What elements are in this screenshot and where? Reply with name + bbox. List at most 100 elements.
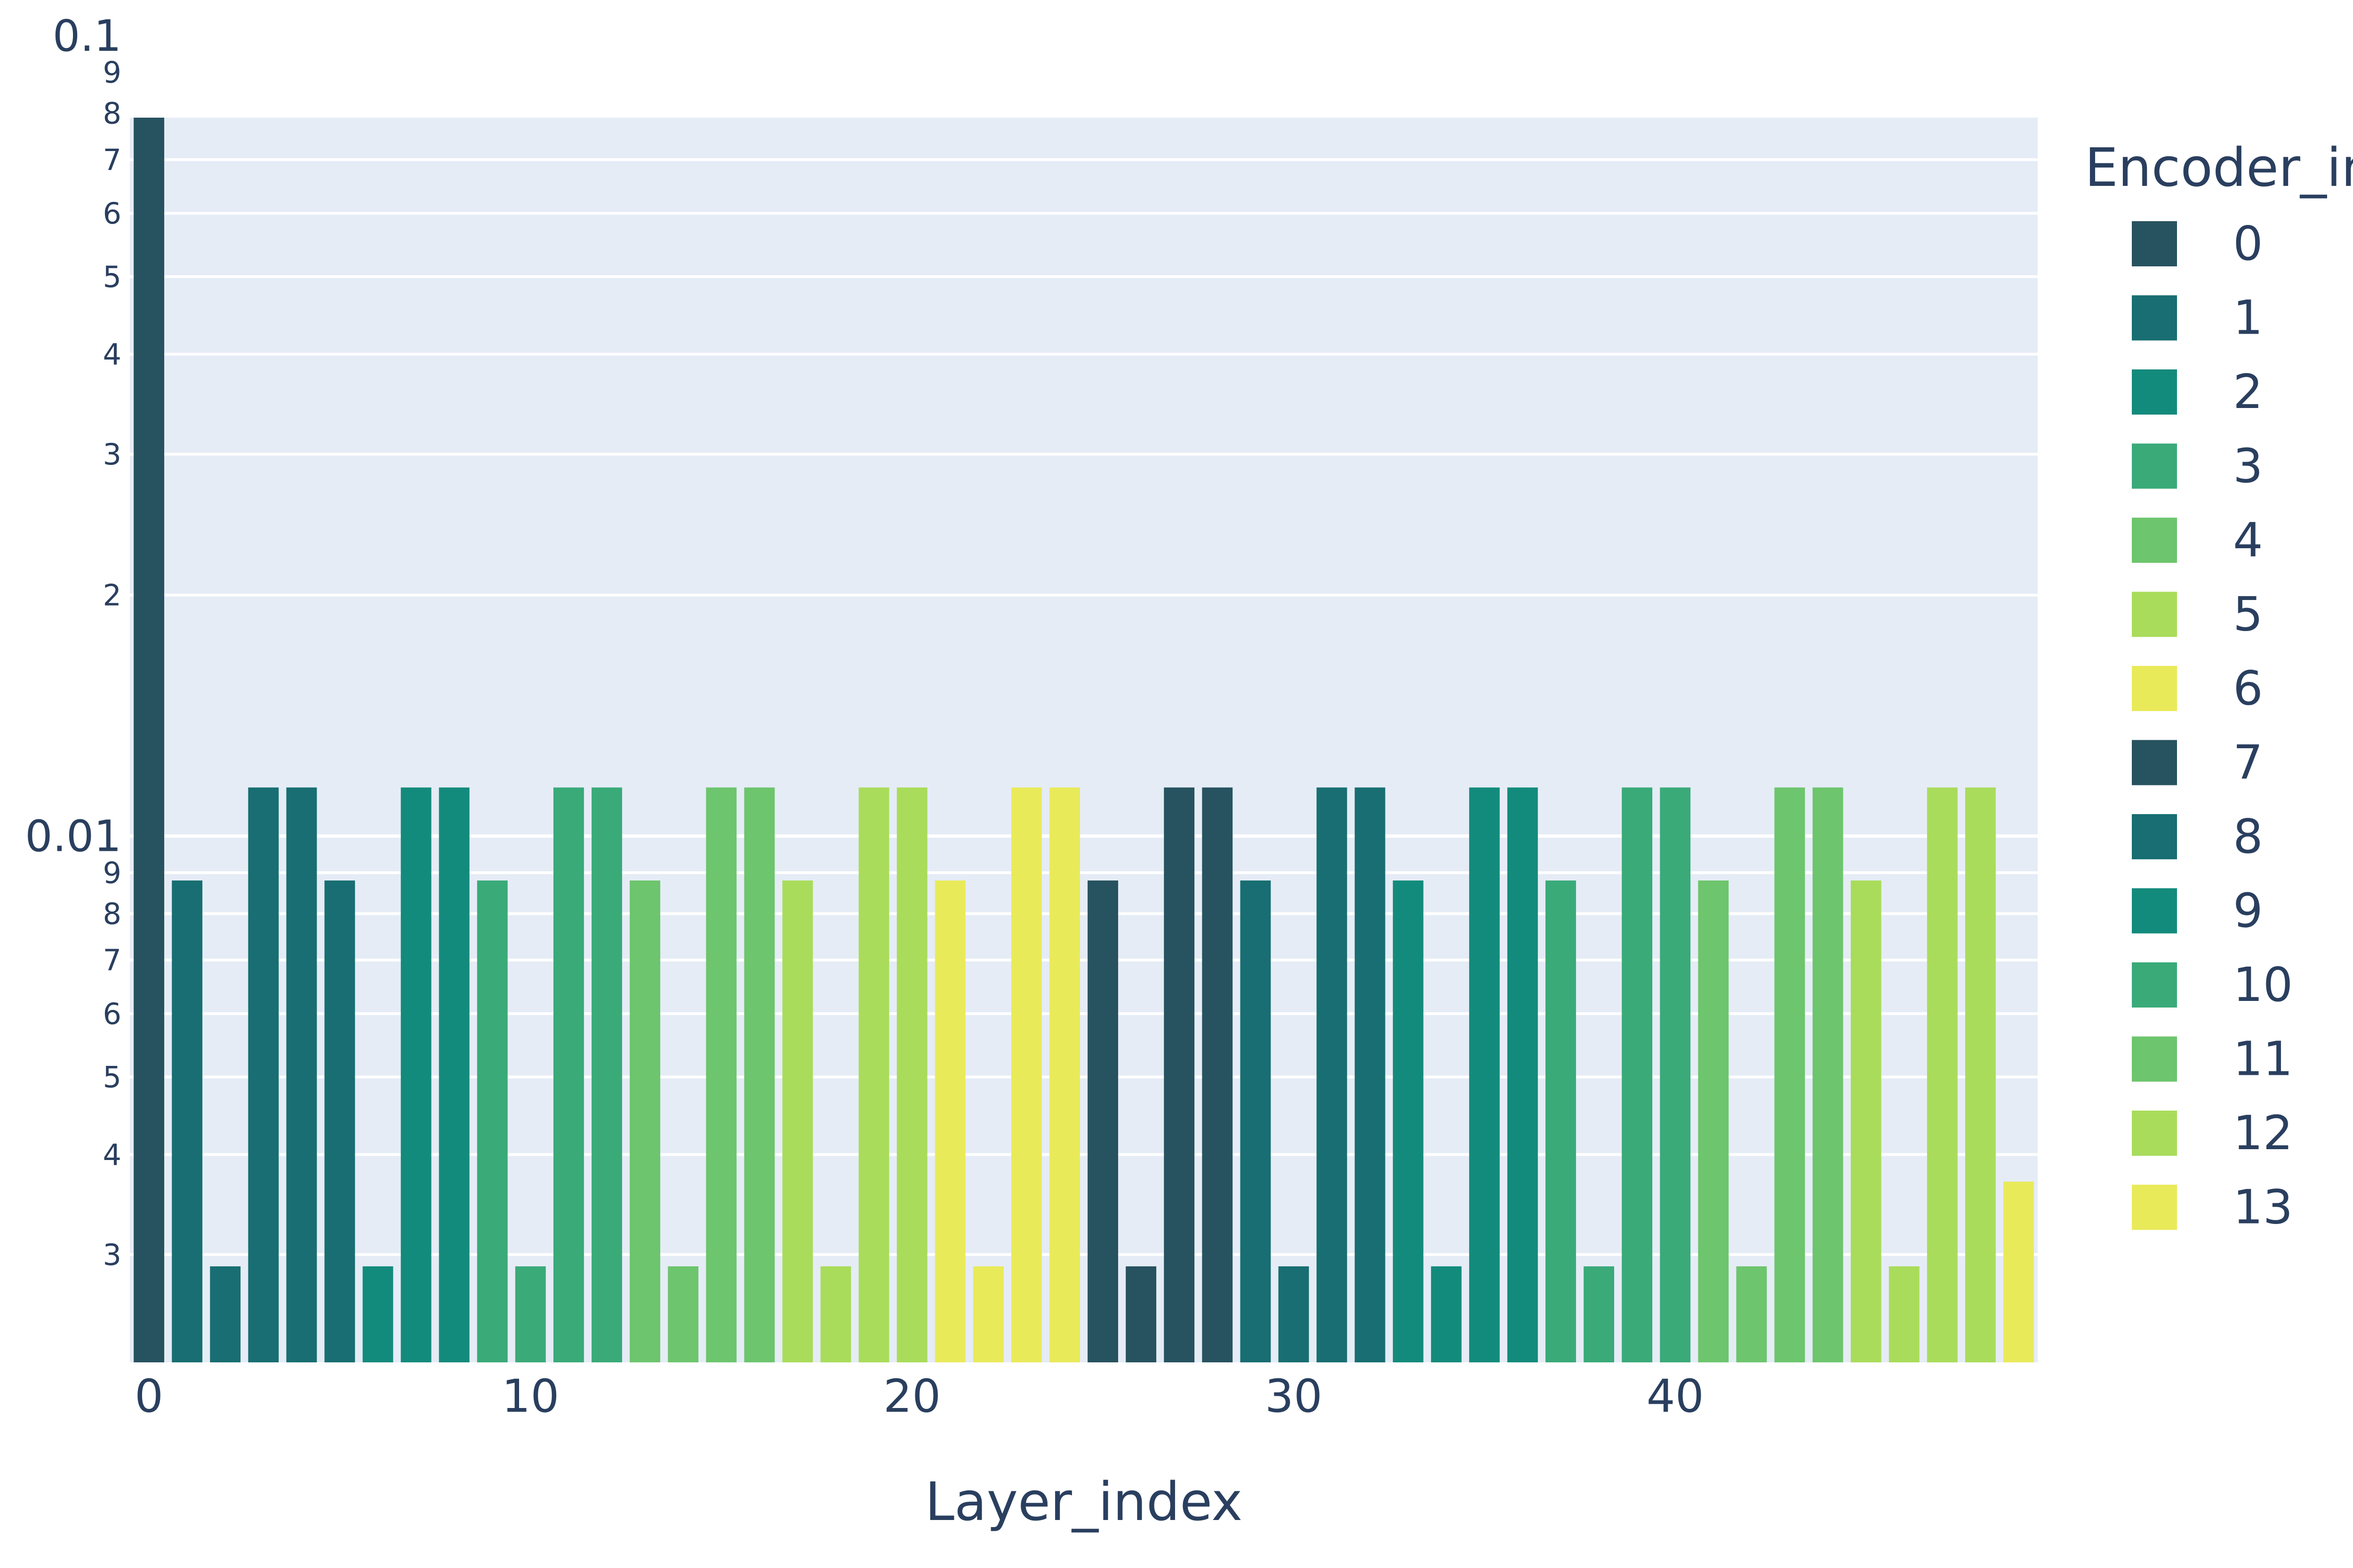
bar-layer-39 [1622, 787, 1653, 1362]
legend-swatch[interactable] [2132, 592, 2177, 637]
bar-layer-37 [1545, 880, 1576, 1362]
legend-swatch[interactable] [2132, 740, 2177, 785]
legend-item-label[interactable]: 3 [2233, 439, 2263, 494]
legend-swatch[interactable] [2132, 221, 2177, 266]
legend-item-label[interactable]: 5 [2233, 587, 2263, 642]
bar-layer-45 [1850, 880, 1881, 1362]
bar-layer-23 [1011, 787, 1042, 1362]
bar-layer-43 [1774, 787, 1805, 1362]
legend-swatch[interactable] [2132, 962, 2177, 1008]
bar-layer-1 [172, 880, 203, 1362]
x-tick-label: 10 [502, 1370, 559, 1423]
bars [134, 118, 2034, 1362]
bar-layer-7 [400, 787, 432, 1362]
y-minor-tick-label: 6 [103, 196, 121, 231]
y-minor-tick-label: 8 [103, 96, 121, 131]
y-minor-tick-label: 2 [103, 578, 121, 613]
bar-layer-42 [1736, 1266, 1767, 1362]
y-minor-tick-label: 3 [103, 1238, 121, 1272]
legend-swatch[interactable] [2132, 295, 2177, 341]
bar-layer-30 [1278, 1266, 1309, 1362]
bar-layer-47 [1927, 787, 1958, 1362]
bar-layer-25 [1088, 880, 1118, 1362]
bar-layer-36 [1507, 787, 1538, 1362]
legend-swatch[interactable] [2132, 1184, 2177, 1230]
bar-layer-8 [439, 787, 470, 1362]
legend-item-label[interactable]: 6 [2233, 661, 2263, 716]
bar-layer-6 [362, 1266, 393, 1362]
legend-item-label[interactable]: 2 [2233, 364, 2263, 419]
legend-item-label[interactable]: 1 [2233, 290, 2263, 345]
bar-layer-4 [286, 787, 317, 1362]
y-minor-tick-label: 7 [103, 943, 121, 977]
bar-layer-9 [477, 880, 508, 1362]
legend-swatch[interactable] [2132, 814, 2177, 859]
legend-swatch[interactable] [2132, 518, 2177, 563]
bar-layer-21 [935, 880, 966, 1362]
legend-title: Encoder_index [2085, 137, 2353, 199]
bar-layer-33 [1393, 880, 1424, 1362]
bar-layer-11 [553, 787, 584, 1362]
y-minor-tick-label: 9 [103, 56, 121, 90]
legend-item-label[interactable]: 9 [2233, 883, 2263, 938]
legend-item-label[interactable]: 10 [2233, 957, 2293, 1012]
bar-layer-20 [896, 787, 928, 1362]
legend-item-label[interactable]: 7 [2233, 735, 2263, 790]
y-minor-tick-label: 3 [103, 437, 121, 472]
bar-layer-38 [1584, 1266, 1615, 1362]
y-minor-tick-label: 4 [103, 337, 121, 372]
bar-layer-0 [134, 118, 164, 1362]
x-tick-label: 20 [883, 1370, 941, 1423]
bar-layer-40 [1660, 787, 1691, 1362]
bar-layer-41 [1698, 880, 1729, 1362]
x-tick-label: 0 [135, 1370, 163, 1423]
y-tick-label: 0.1 [53, 11, 121, 61]
bar-layer-17 [782, 880, 813, 1362]
legend-swatch[interactable] [2132, 369, 2177, 415]
y-tick-label: 0.01 [25, 811, 121, 862]
y-minor-tick-label: 6 [103, 997, 121, 1031]
bar-layer-13 [630, 880, 661, 1362]
bar-layer-24 [1049, 787, 1080, 1362]
y-minor-tick-label: 9 [103, 856, 121, 890]
legend-item-label[interactable]: 8 [2233, 809, 2263, 864]
bar-layer-27 [1164, 787, 1195, 1362]
bar-layer-34 [1431, 1266, 1462, 1362]
bar-layer-22 [973, 1266, 1004, 1362]
legend-swatch[interactable] [2132, 666, 2177, 711]
bar-layer-19 [858, 787, 889, 1362]
bar-layer-32 [1354, 787, 1385, 1362]
y-minor-tick-label: 5 [103, 1060, 121, 1095]
legend-item-label[interactable]: 12 [2233, 1105, 2293, 1160]
legend-item-label[interactable]: 4 [2233, 512, 2263, 568]
legend-swatch[interactable] [2132, 443, 2177, 489]
y-minor-tick-label: 4 [103, 1137, 121, 1172]
y-minor-tick-label: 7 [103, 143, 121, 177]
legend-item-label[interactable]: 0 [2233, 216, 2263, 271]
bar-layer-10 [515, 1266, 546, 1362]
x-axis: 0 10 20 30 40 [135, 1370, 1704, 1423]
bar-layer-3 [248, 787, 279, 1362]
bar-layer-46 [1889, 1266, 1920, 1362]
legend-swatch[interactable] [2132, 1036, 2177, 1082]
legend-swatch[interactable] [2132, 1111, 2177, 1156]
bar-layer-28 [1202, 787, 1233, 1362]
bar-layer-5 [324, 880, 355, 1362]
legend-swatch[interactable] [2132, 888, 2177, 934]
bar-layer-44 [1812, 787, 1843, 1362]
bar-layer-31 [1316, 787, 1347, 1362]
legend-item-label[interactable]: 13 [2233, 1180, 2293, 1235]
x-tick-label: 30 [1265, 1370, 1322, 1423]
x-tick-label: 40 [1647, 1370, 1704, 1423]
y-minor-tick-label: 8 [103, 896, 121, 931]
bar-layer-49 [2003, 1182, 2034, 1362]
bar-layer-12 [592, 787, 622, 1362]
legend-item-label[interactable]: 11 [2233, 1032, 2293, 1087]
bar-layer-14 [668, 1266, 699, 1362]
bar-layer-29 [1240, 880, 1271, 1362]
y-minor-tick-label: 5 [103, 260, 121, 294]
